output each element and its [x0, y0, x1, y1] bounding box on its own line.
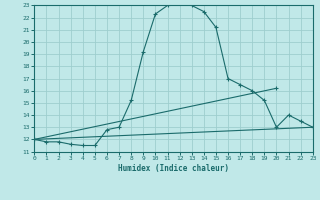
- X-axis label: Humidex (Indice chaleur): Humidex (Indice chaleur): [118, 164, 229, 173]
